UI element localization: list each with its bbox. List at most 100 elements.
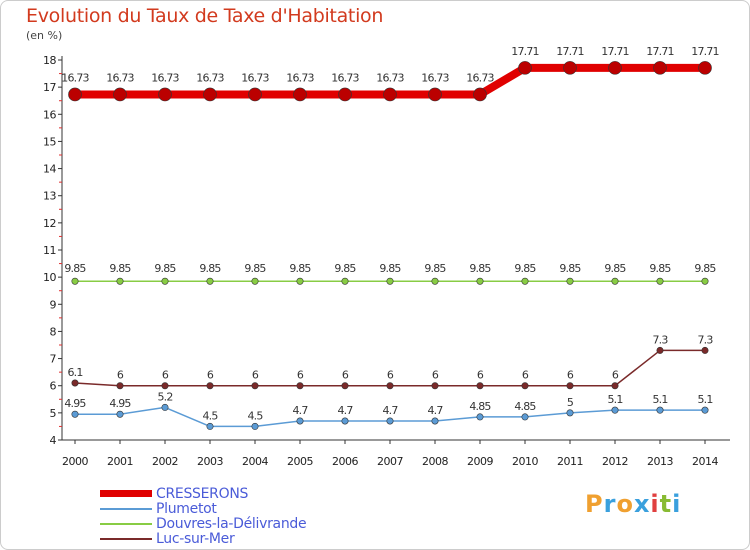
data-point-luc [341, 382, 349, 390]
data-point-luc [386, 382, 394, 390]
legend-label: CRESSERONS [156, 485, 249, 502]
x-tick-label: 2000 [62, 455, 88, 468]
data-point-cresserons [428, 87, 442, 102]
data-label-douvres: 9.85 [604, 262, 626, 275]
data-label-luc: 6 [252, 369, 259, 382]
x-tick-label: 2012 [602, 455, 628, 468]
data-label-luc: 6 [162, 369, 169, 382]
data-label-plumetot: 4.85 [514, 400, 536, 413]
data-point-plumetot [251, 422, 259, 430]
chart-title: Evolution du Taux de Taxe d'Habitation [26, 5, 384, 27]
data-point-luc [656, 346, 664, 354]
data-label-plumetot: 5.1 [607, 393, 622, 406]
data-point-douvres [116, 277, 124, 285]
data-point-cresserons [68, 87, 82, 102]
data-point-plumetot [161, 403, 169, 411]
data-label-cresserons: 16.73 [151, 71, 179, 84]
y-tick-label: 7 [50, 353, 57, 366]
data-label-cresserons: 16.73 [421, 71, 449, 84]
data-point-plumetot [566, 409, 574, 417]
logo-letter: o [616, 490, 634, 518]
data-label-luc: 6 [207, 369, 214, 382]
data-label-luc: 7.3 [697, 333, 713, 346]
data-point-douvres [566, 277, 574, 285]
data-point-douvres [431, 277, 439, 285]
data-label-cresserons: 17.71 [511, 45, 539, 58]
data-label-plumetot: 4.95 [64, 397, 86, 410]
data-point-cresserons [383, 87, 397, 102]
legend-swatch-luc [100, 537, 152, 540]
data-point-plumetot [656, 406, 664, 414]
data-label-luc: 6 [432, 369, 439, 382]
logo-letter: i [672, 490, 682, 518]
data-label-luc: 6 [522, 369, 529, 382]
y-tick-label: 17 [43, 81, 56, 94]
y-tick-label: 10 [43, 271, 56, 284]
y-tick-label: 5 [50, 407, 57, 420]
data-point-douvres [206, 277, 214, 285]
data-point-cresserons [698, 61, 712, 75]
data-point-plumetot [386, 417, 394, 425]
x-tick-label: 2006 [332, 455, 358, 468]
data-point-cresserons [338, 87, 352, 102]
data-point-plumetot [341, 417, 349, 425]
legend-item-luc: Luc-sur-Mer [100, 531, 306, 547]
data-point-douvres [611, 277, 619, 285]
data-label-plumetot: 4.5 [247, 409, 263, 422]
data-point-douvres [521, 277, 529, 285]
data-label-cresserons: 17.71 [601, 45, 629, 58]
data-point-luc [71, 379, 79, 387]
data-point-plumetot [116, 410, 124, 418]
x-tick-label: 2003 [197, 455, 223, 468]
data-label-luc: 6 [567, 369, 574, 382]
data-point-plumetot [206, 422, 214, 430]
data-label-douvres: 9.85 [424, 262, 446, 275]
data-label-douvres: 9.85 [559, 262, 581, 275]
data-label-plumetot: 5.1 [652, 393, 667, 406]
data-point-luc [431, 382, 439, 390]
data-label-cresserons: 16.73 [106, 71, 134, 84]
y-tick-label: 8 [50, 325, 57, 338]
y-tick-label: 6 [50, 380, 57, 393]
x-tick-label: 2007 [377, 455, 403, 468]
data-point-luc [476, 382, 484, 390]
data-label-douvres: 9.85 [289, 262, 311, 275]
data-point-douvres [296, 277, 304, 285]
data-label-plumetot: 4.95 [109, 397, 131, 410]
data-point-plumetot [476, 413, 484, 421]
data-label-plumetot: 4.7 [292, 404, 308, 417]
data-point-plumetot [296, 417, 304, 425]
y-tick-label: 18 [43, 54, 56, 67]
data-label-cresserons: 16.73 [61, 71, 89, 84]
x-tick-label: 2009 [467, 455, 493, 468]
data-label-plumetot: 4.85 [469, 400, 491, 413]
data-label-cresserons: 16.73 [286, 71, 314, 84]
x-tick-label: 2013 [647, 455, 673, 468]
data-point-plumetot [701, 406, 709, 414]
data-label-cresserons: 17.71 [556, 45, 584, 58]
data-point-cresserons [653, 61, 667, 75]
data-point-luc [206, 382, 214, 390]
legend-label: Plumetot [156, 500, 217, 517]
data-label-cresserons: 16.73 [466, 71, 494, 84]
data-point-plumetot [521, 413, 529, 421]
data-label-douvres: 9.85 [154, 262, 176, 275]
logo-letter: r [603, 490, 617, 518]
x-tick-label: 2005 [287, 455, 313, 468]
data-point-cresserons [473, 87, 487, 102]
x-tick-label: 2008 [422, 455, 448, 468]
y-tick-label: 14 [43, 163, 56, 176]
data-point-luc [296, 382, 304, 390]
y-tick-label: 11 [43, 244, 56, 257]
data-label-cresserons: 17.71 [646, 45, 674, 58]
data-label-luc: 6.1 [67, 366, 82, 379]
data-point-plumetot [431, 417, 439, 425]
data-label-cresserons: 16.73 [376, 71, 404, 84]
data-point-cresserons [248, 87, 262, 102]
data-label-cresserons: 17.71 [691, 45, 719, 58]
data-label-luc: 6 [117, 369, 124, 382]
data-label-plumetot: 4.7 [427, 404, 443, 417]
data-label-douvres: 9.85 [199, 262, 221, 275]
data-label-douvres: 9.85 [64, 262, 86, 275]
y-tick-label: 4 [50, 434, 57, 447]
